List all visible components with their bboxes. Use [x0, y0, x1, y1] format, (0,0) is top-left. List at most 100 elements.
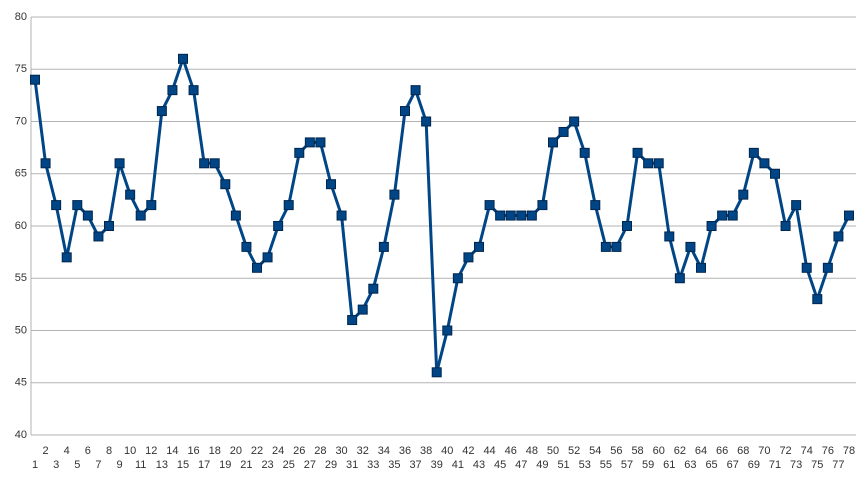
y-tick-label: 70: [15, 115, 27, 127]
data-point: [326, 179, 336, 190]
data-point: [611, 241, 622, 252]
data-point: [738, 189, 749, 200]
x-tick-label: 38: [420, 445, 432, 457]
x-tick-label: 54: [589, 445, 601, 457]
x-tick-label: 44: [483, 445, 495, 457]
x-tick-label: 37: [409, 459, 421, 471]
data-point: [283, 200, 294, 211]
data-point: [801, 262, 812, 273]
y-tick-label: 55: [15, 272, 27, 284]
x-tick-label: 67: [727, 459, 739, 471]
x-tick-label: 5: [74, 459, 80, 471]
x-tick-label: 23: [261, 459, 273, 471]
x-tick-label: 43: [473, 459, 485, 471]
data-point: [505, 210, 516, 221]
data-point: [844, 210, 854, 221]
data-point: [653, 158, 664, 169]
data-point: [579, 147, 590, 158]
x-tick-label: 7: [95, 459, 101, 471]
x-tick-label: 71: [769, 459, 781, 471]
x-tick-label: 51: [557, 459, 569, 471]
data-point: [304, 137, 315, 148]
data-point: [590, 200, 601, 211]
y-tick-label: 65: [15, 168, 27, 180]
data-point: [241, 241, 252, 252]
x-tick-label: 28: [314, 445, 326, 457]
x-tick-label: 74: [801, 445, 813, 457]
x-tick-label: 14: [166, 445, 178, 457]
data-point: [685, 241, 696, 252]
x-tick-label: 69: [748, 459, 760, 471]
y-tick-label: 40: [15, 429, 27, 441]
x-tick-label: 6: [85, 445, 91, 457]
x-tick-label: 10: [124, 445, 136, 457]
data-point: [548, 137, 558, 148]
x-tick-label: 58: [631, 445, 643, 457]
data-point: [569, 116, 580, 127]
x-tick-label: 70: [758, 445, 770, 457]
data-point: [220, 179, 231, 190]
x-tick-label: 77: [832, 459, 844, 471]
x-tick-label: 53: [579, 459, 591, 471]
x-tick-label: 66: [716, 445, 728, 457]
data-point: [717, 210, 728, 221]
data-point: [378, 241, 389, 252]
data-point: [273, 221, 284, 231]
x-tick-label: 73: [790, 459, 802, 471]
x-tick-label: 61: [663, 459, 675, 471]
data-point: [643, 158, 654, 169]
data-point: [188, 85, 199, 96]
data-point: [674, 273, 685, 284]
data-point: [315, 137, 326, 148]
x-tick-label: 34: [378, 445, 390, 457]
data-point: [791, 200, 802, 211]
x-tick-label: 76: [822, 445, 834, 457]
data-point: [664, 231, 675, 242]
data-point: [812, 294, 823, 305]
x-tick-label: 32: [357, 445, 369, 457]
data-point: [252, 262, 262, 273]
data-point: [526, 210, 537, 221]
x-tick-label: 52: [568, 445, 580, 457]
x-tick-label: 62: [674, 445, 686, 457]
x-tick-label: 75: [811, 459, 823, 471]
x-tick-label: 20: [230, 445, 242, 457]
data-point: [336, 210, 347, 221]
data-point: [600, 241, 611, 252]
data-point: [452, 273, 463, 284]
x-tick-label: 45: [494, 459, 506, 471]
data-point: [146, 200, 157, 211]
data-point: [82, 210, 93, 221]
x-tick-label: 30: [335, 445, 347, 457]
x-tick-label: 13: [156, 459, 168, 471]
x-tick-label: 57: [621, 459, 633, 471]
x-tick-label: 19: [219, 459, 231, 471]
x-tick-label: 46: [505, 445, 517, 457]
data-point: [156, 106, 167, 117]
data-point: [748, 147, 759, 158]
data-point: [230, 210, 241, 221]
data-point: [294, 147, 305, 158]
x-tick-label: 42: [462, 445, 474, 457]
data-point: [400, 106, 410, 117]
data-point: [484, 200, 495, 211]
x-tick-label: 8: [106, 445, 112, 457]
data-point: [822, 262, 833, 273]
x-tick-label: 56: [610, 445, 622, 457]
data-point: [696, 262, 706, 273]
data-point: [558, 126, 569, 137]
data-point: [51, 200, 62, 211]
x-tick-label: 24: [272, 445, 284, 457]
x-tick-label: 55: [600, 459, 612, 471]
data-point: [495, 210, 506, 221]
data-point: [474, 241, 484, 252]
data-point: [421, 116, 432, 127]
x-tick-label: 27: [304, 459, 316, 471]
data-point: [431, 367, 442, 378]
data-point: [463, 252, 474, 263]
data-point: [347, 315, 358, 326]
data-point: [622, 221, 632, 231]
data-point: [833, 231, 844, 242]
